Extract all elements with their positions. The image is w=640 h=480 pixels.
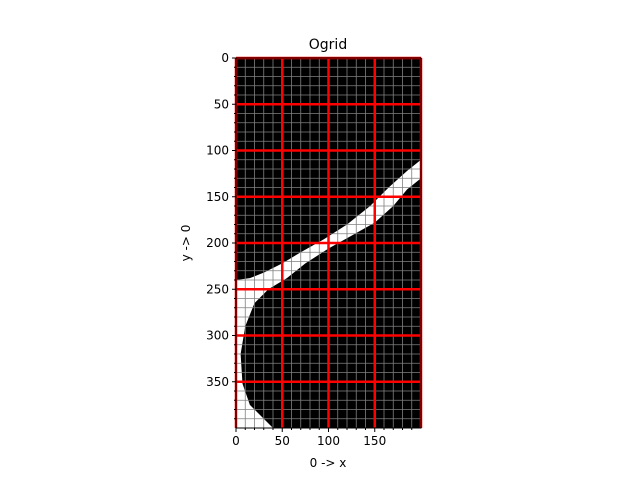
x-axis-ticks: 0 50 100 150 <box>232 428 413 448</box>
x-tick-label: 0 <box>232 434 240 448</box>
x-tick-label: 100 <box>317 434 340 448</box>
y-tick-label: 200 <box>206 236 229 250</box>
y-tick-label: 100 <box>206 144 229 158</box>
x-axis-label: 0 -> x <box>310 456 347 470</box>
y-axis-label: y -> 0 <box>179 225 193 262</box>
x-tick-label: 50 <box>275 434 290 448</box>
y-tick-label: 150 <box>206 190 229 204</box>
y-tick-label: 300 <box>206 329 229 343</box>
x-tick-label: 150 <box>363 434 386 448</box>
chart-title: Ogrid <box>309 37 347 53</box>
y-tick-label: 0 <box>221 51 229 65</box>
y-tick-label: 50 <box>214 97 229 111</box>
y-tick-label: 250 <box>206 282 229 296</box>
y-tick-label: 350 <box>206 375 229 389</box>
plot-area <box>234 56 423 429</box>
y-axis-ticks: 0 50 100 150 200 250 300 350 <box>206 51 236 420</box>
